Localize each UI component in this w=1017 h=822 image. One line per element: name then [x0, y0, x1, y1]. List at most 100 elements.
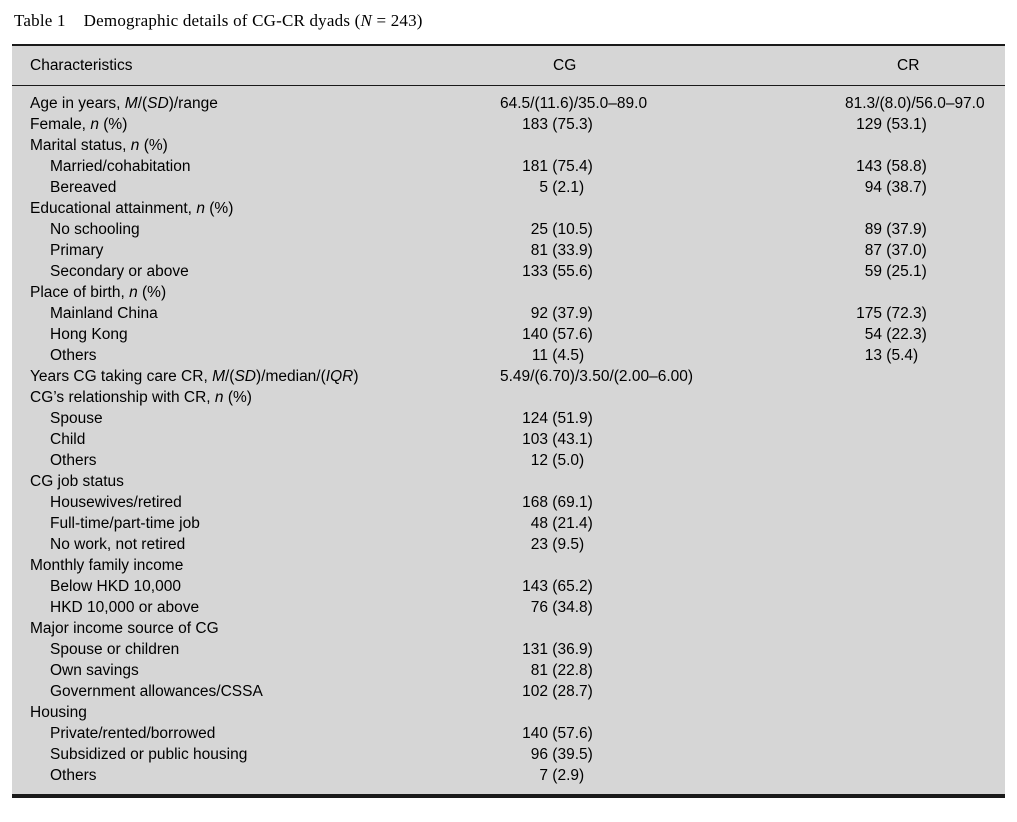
cg-value [412, 471, 712, 492]
cg-value: 140 (57.6) [522, 725, 593, 742]
row-label: Educational attainment, n (%) [30, 200, 234, 217]
table-row: Bereaved 5 (2.1) 94 (38.7) [12, 177, 1005, 198]
table-row: Others 11 (4.5) 13 (5.4) [12, 345, 1005, 366]
row-label: Subsidized or public housing [50, 746, 248, 763]
cr-value [712, 534, 1005, 555]
row-label: Housewives/retired [50, 494, 182, 511]
cg-value: 12 (5.0) [530, 452, 585, 469]
cr-value [712, 597, 1005, 618]
cg-value: 25 (10.5) [530, 221, 593, 238]
row-label: Mainland China [50, 305, 158, 322]
cr-value [712, 366, 1005, 387]
cg-value [412, 135, 712, 156]
row-label: Monthly family income [30, 557, 184, 574]
row-label: CG job status [30, 473, 124, 490]
row-label: Others [50, 347, 97, 364]
cg-value: 23 (9.5) [530, 536, 585, 553]
table-row: Subsidized or public housing 96 (39.5) [12, 744, 1005, 765]
table-row: Mainland China 92 (37.9) 175 (72.3) [12, 303, 1005, 324]
cr-value: 59 (25.1) [864, 263, 927, 280]
row-label: Married/cohabitation [50, 158, 191, 175]
cg-value: 64.5/(11.6)/35.0–89.0 [500, 95, 648, 112]
cg-value: 92 (37.9) [530, 305, 593, 322]
cr-value [712, 744, 1005, 765]
table-row: No schooling 25 (10.5) 89 (37.9) [12, 219, 1005, 240]
cr-value: 94 (38.7) [864, 179, 927, 196]
table-row: Others 7 (2.9) [12, 765, 1005, 786]
table-row: Primary 81 (33.9) 87 (37.0) [12, 240, 1005, 261]
cg-value: 133 (55.6) [522, 263, 593, 280]
table-row: Married/cohabitation 181 (75.4) 143 (58.8) [12, 156, 1005, 177]
table-row: Educational attainment, n (%) [12, 198, 1005, 219]
row-label: Full-time/part-time job [50, 515, 200, 532]
row-label: No schooling [50, 221, 140, 238]
row-label: Housing [30, 704, 87, 721]
row-label: Hong Kong [50, 326, 128, 343]
row-label: Place of birth, n (%) [30, 284, 167, 301]
row-label: CG’s relationship with CR, n (%) [30, 389, 252, 406]
cg-value: 183 (75.3) [522, 116, 593, 133]
cg-value: 143 (65.2) [522, 578, 593, 595]
row-label: Spouse [50, 410, 103, 427]
row-label: Major income source of CG [30, 620, 219, 637]
table-caption-text: Demographic details of CG-CR dyads (N = … [83, 11, 423, 30]
cg-value [412, 387, 712, 408]
cr-value [712, 660, 1005, 681]
cr-value [712, 513, 1005, 534]
table-row: Own savings 81 (22.8) [12, 660, 1005, 681]
table-number: Table 1 [14, 11, 66, 30]
cr-value: 89 (37.9) [864, 221, 927, 238]
table-row: Age in years, M/(SD)/range 64.5/(11.6)/35… [12, 93, 1005, 114]
column-header-cr: CR [897, 57, 920, 74]
row-label: Others [50, 767, 97, 784]
cr-value [712, 282, 1005, 303]
table-row: Full-time/part-time job 48 (21.4) [12, 513, 1005, 534]
cg-value: 81 (33.9) [530, 242, 593, 259]
demographics-table: Characteristics CG CR Age in years, M/(S… [12, 44, 1005, 798]
cr-value [712, 639, 1005, 660]
cr-value [712, 492, 1005, 513]
cg-value: 96 (39.5) [530, 746, 593, 763]
cg-value: 168 (69.1) [522, 494, 593, 511]
table-row: HKD 10,000 or above 76 (34.8) [12, 597, 1005, 618]
table-row: CG’s relationship with CR, n (%) [12, 387, 1005, 408]
cr-value: 81.3/(8.0)/56.0–97.0 [845, 95, 985, 112]
cg-value [412, 618, 712, 639]
row-label: Female, n (%) [30, 116, 128, 133]
row-label: Child [50, 431, 86, 448]
row-label: HKD 10,000 or above [50, 599, 200, 616]
table-row: Housewives/retired 168 (69.1) [12, 492, 1005, 513]
table-row: Others 12 (5.0) [12, 450, 1005, 471]
cg-value [412, 702, 712, 723]
cr-value [712, 471, 1005, 492]
row-label: Below HKD 10,000 [50, 578, 181, 595]
cr-value [712, 681, 1005, 702]
table-row: Spouse 124 (51.9) [12, 408, 1005, 429]
cg-value: 5.49/(6.70)/3.50/(2.00–6.00) [500, 368, 694, 385]
cr-value: 175 (72.3) [856, 305, 927, 322]
table-row: Place of birth, n (%) [12, 282, 1005, 303]
cr-value [712, 723, 1005, 744]
table-row: Child 103 (43.1) [12, 429, 1005, 450]
cr-value [712, 450, 1005, 471]
table-row: Government allowances/CSSA 102 (28.7) [12, 681, 1005, 702]
cg-value: 5 (2.1) [539, 179, 585, 196]
column-header-characteristics: Characteristics [30, 57, 133, 74]
table-caption: Table 1 Demographic details of CG-CR dyad… [0, 0, 1017, 44]
cr-value [712, 429, 1005, 450]
cg-value: 76 (34.8) [530, 599, 593, 616]
cr-value: 143 (58.8) [856, 158, 927, 175]
cr-value: 87 (37.0) [864, 242, 927, 259]
table-row: CG job status [12, 471, 1005, 492]
cr-value [712, 555, 1005, 576]
table-bottom-rule [12, 794, 1005, 798]
table-row: Secondary or above 133 (55.6) 59 (25.1) [12, 261, 1005, 282]
cr-value [712, 387, 1005, 408]
column-header-cg: CG [553, 57, 577, 74]
row-label: Age in years, M/(SD)/range [30, 95, 218, 112]
cg-value: 11 (4.5) [531, 347, 585, 364]
row-label: Bereaved [50, 179, 117, 196]
cg-value: 102 (28.7) [522, 683, 593, 700]
table-row: Housing [12, 702, 1005, 723]
table-row: Marital status, n (%) [12, 135, 1005, 156]
